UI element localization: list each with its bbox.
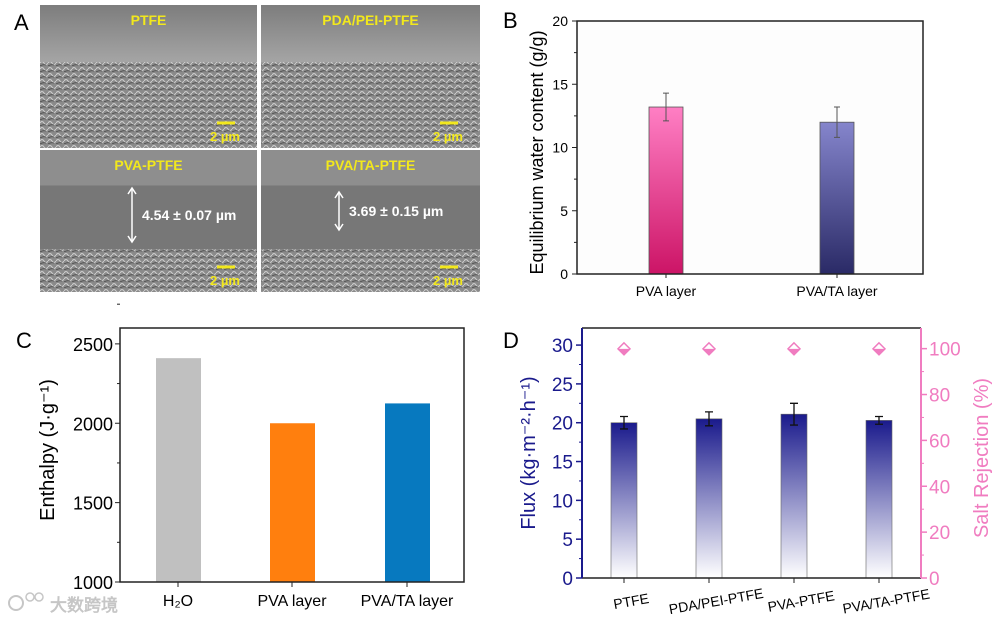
y-tick-label: 5 <box>560 203 568 219</box>
scale-label: 2 µm <box>210 273 240 288</box>
scale-label: 2 µm <box>433 129 463 144</box>
y2-tick-label: 80 <box>929 386 950 407</box>
x-tick-label: PVA/TA layer <box>361 593 454 610</box>
y-tick-label: 25 <box>552 375 573 396</box>
x-tick-label: PVA-PTFE <box>767 587 836 614</box>
flux-bar <box>695 418 723 579</box>
y-tick-label: 20 <box>552 414 573 435</box>
y2-tick-label: 60 <box>929 431 950 452</box>
sem-image: PVA-PTFE 2 µm 4.54 ± 0.07 µm <box>40 150 257 292</box>
y-axis-title: Flux (kg·m⁻²·h⁻¹) <box>518 376 540 529</box>
sem-image: PVA/TA-PTFE 2 µm 3.69 ± 0.15 µm <box>261 150 480 292</box>
plot-frame <box>119 327 465 583</box>
y-tick-label: 0 <box>562 569 573 590</box>
plot-frame <box>576 20 924 275</box>
error-bar <box>620 415 628 430</box>
y2-tick-label: 0 <box>929 569 940 590</box>
thickness-label: 3.69 ± 0.15 µm <box>349 203 443 219</box>
sem-image: PDA/PEI-PTFE 2 µm <box>261 5 480 149</box>
error-bar <box>834 106 840 138</box>
error-bar <box>705 411 713 427</box>
sem-title: PTFE <box>131 12 167 28</box>
x-tick-label: PVA layer <box>257 593 327 610</box>
y-tick-label: 15 <box>552 76 568 92</box>
y-tick-label: 20 <box>552 13 568 29</box>
y-tick-label: 30 <box>552 336 573 357</box>
bar <box>385 403 430 582</box>
x-tick-label: PTFE <box>612 590 650 612</box>
panel-label-d: D <box>503 328 519 353</box>
x-tick-label: PVA layer <box>636 283 697 299</box>
y-axis-title: Enthalpy (J·g⁻¹) <box>37 379 59 521</box>
y-tick-label: 10 <box>552 491 573 512</box>
watermark-text: 大数跨境 <box>50 595 118 615</box>
chart-enthalpy: H₂O PVA layer PVA/TA layer 1000 1500 2000 2500… <box>37 303 465 610</box>
y-tick-label: 15 <box>552 453 573 474</box>
scale-label: 2 µm <box>210 129 240 144</box>
sem-title: PVA/TA-PTFE <box>326 157 416 173</box>
panel-label-a: A <box>14 10 29 35</box>
bar <box>819 121 855 275</box>
y-tick-label: 1000 <box>73 573 113 593</box>
y2-tick-label: 20 <box>929 523 950 544</box>
y2-tick-label: 100 <box>929 340 961 361</box>
sem-title: PDA/PEI-PTFE <box>322 12 418 28</box>
flux-bar <box>865 420 893 579</box>
chart-flux-rejection: PTFE PDA/PEI-PTFE PVA-PTFE PVA/TA-PTFE05101… <box>518 327 993 617</box>
y2-axis-title: Salt Rejection (%) <box>971 378 993 538</box>
y-tick-label: 5 <box>562 530 573 551</box>
y2-tick-label: 40 <box>929 477 950 498</box>
flux-bar <box>780 413 808 579</box>
y-axis-title: Equilibrium water content (g/g) <box>527 30 547 274</box>
panel-label-c: C <box>16 328 32 353</box>
bar <box>156 358 201 582</box>
sem-title: PVA-PTFE <box>114 157 182 173</box>
y-tick-label: 2000 <box>73 414 113 434</box>
chart-water-content: 0 5 10 15 20 PVA layer PVA/TA layer Equilibrium… <box>527 13 924 299</box>
thickness-label: 4.54 ± 0.07 µm <box>142 207 236 223</box>
error-bar <box>663 92 669 122</box>
x-tick-label: PVA/TA layer <box>796 283 878 299</box>
y-tick-label: 0 <box>560 266 568 282</box>
sem-image: PTFE 2 µm <box>40 5 257 149</box>
watermark-logo: 大数跨境 <box>8 592 118 615</box>
y-tick-label: 10 <box>552 140 568 156</box>
x-tick-label: PDA/PEI-PTFE <box>668 585 765 617</box>
error-bar <box>790 402 798 426</box>
x-tick-label: PVA/TA-PTFE <box>841 586 931 617</box>
panel-label-b: B <box>503 8 518 33</box>
y-tick-label: 2500 <box>73 335 113 355</box>
y-tick-label: 1500 <box>73 494 113 514</box>
x-tick-label: H₂O <box>163 593 193 610</box>
sem-image-grid: PTFE 2 µm PDA/PEI-PTFE 2 µm PVA-PTFE 2 µm 4.54… <box>40 5 480 292</box>
flux-bar <box>610 422 638 579</box>
error-bar <box>875 415 883 425</box>
bar <box>270 423 315 582</box>
scale-label: 2 µm <box>433 273 463 288</box>
bar <box>648 106 684 275</box>
